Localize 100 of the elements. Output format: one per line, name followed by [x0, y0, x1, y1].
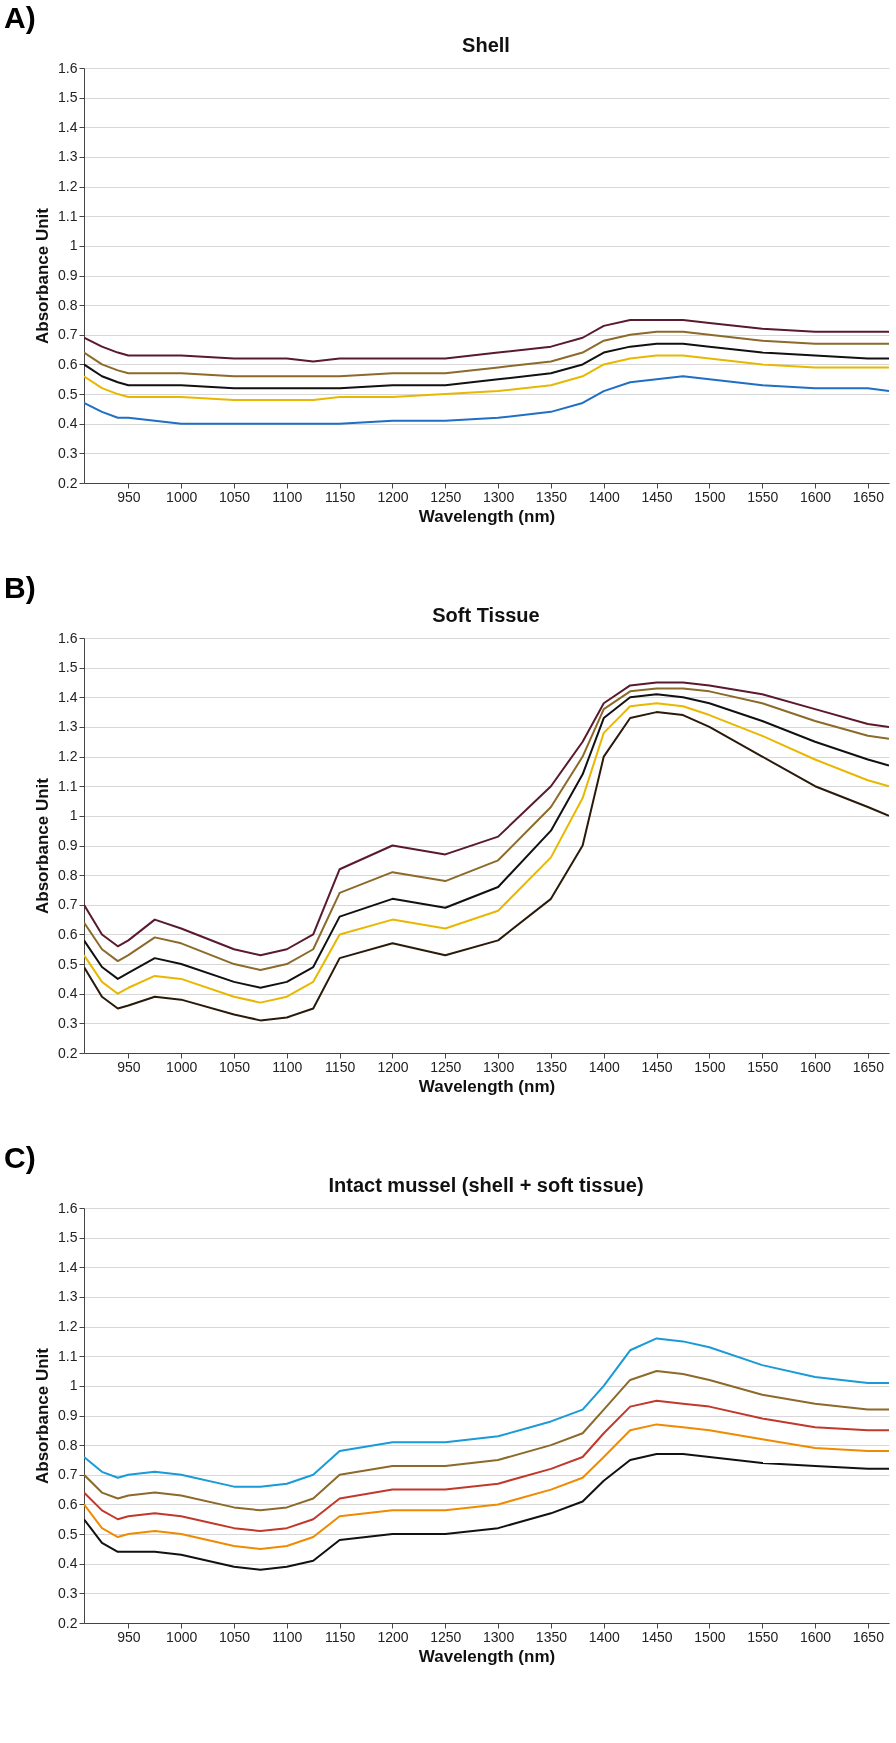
x-tick-label: 1200 [377, 488, 409, 505]
line-series [84, 330, 889, 378]
x-tick-label: 1150 [325, 1628, 356, 1645]
line-series [84, 1337, 889, 1488]
x-tick-label: 1450 [641, 488, 673, 505]
y-tick-label: 0.9 [58, 1407, 78, 1423]
y-axis-title: Absorbance Unit [33, 207, 53, 345]
x-tick-label: 1650 [852, 1628, 885, 1645]
x-tick-label: 1350 [535, 1628, 568, 1645]
chart-title: Shell [462, 34, 510, 56]
y-tick-label: 0.5 [58, 955, 78, 972]
y-tick-label: 1.2 [58, 1318, 78, 1335]
x-tick-label: 1400 [588, 1628, 621, 1645]
y-tick-label: 1.1 [58, 207, 78, 224]
y-tick-label: 1.1 [58, 777, 78, 794]
y-tick-label: 1.2 [58, 178, 78, 195]
y-tick-label: 0.4 [58, 1555, 78, 1572]
y-tick-label: 1.4 [58, 1258, 78, 1275]
x-tick-label: 1550 [747, 488, 779, 505]
y-tick-label: 1 [69, 807, 78, 824]
y-tick-label: 1.6 [58, 629, 78, 646]
x-tick-label: 1250 [430, 488, 462, 505]
y-tick-label: 0.8 [58, 1436, 78, 1453]
y-tick-label: 0.6 [58, 355, 78, 372]
x-tick-label: 1400 [588, 1058, 621, 1075]
x-tick-label: 1600 [799, 488, 832, 505]
y-tick-label: 0.6 [58, 1495, 78, 1512]
x-tick-label: 1150 [325, 488, 356, 505]
x-tick-label: 1150 [325, 1058, 356, 1075]
text: A) [4, 1, 36, 34]
line-series [84, 1370, 889, 1512]
y-tick-label: 0.2 [58, 474, 78, 491]
y-axis-title: Absorbance Unit [33, 1347, 53, 1485]
y-tick-label: 1.5 [58, 1229, 78, 1246]
y-tick-label: 0.7 [58, 1466, 78, 1483]
x-tick-label: 1450 [641, 1628, 673, 1645]
x-axis-title: Wavelength (nm) [418, 1076, 556, 1096]
x-tick-label: 1650 [852, 1058, 885, 1075]
x-axis-title: Wavelength (nm) [418, 1646, 556, 1666]
x-tick-label: 1500 [694, 1628, 726, 1645]
x-tick-label: 1200 [377, 1058, 409, 1075]
y-tick-label: 0.5 [58, 385, 78, 402]
y-axis-title: Absorbance Unit [33, 777, 53, 915]
x-tick-label: 1000 [166, 1058, 198, 1075]
x-tick-label: 1600 [799, 1628, 832, 1645]
x-tick-label: 1400 [588, 488, 621, 505]
y-tick-label: 1.6 [58, 1199, 78, 1216]
y-tick-label: 0.7 [58, 896, 78, 913]
y-tick-label: 0.8 [58, 296, 78, 313]
y-tick-label: 1.4 [58, 118, 78, 135]
line-series [84, 1423, 889, 1550]
x-tick-label: 1550 [747, 1628, 779, 1645]
y-tick-label: 0.4 [58, 985, 78, 1002]
x-tick-label: 950 [117, 1058, 141, 1075]
line-series [84, 1453, 889, 1571]
x-tick-label: 1500 [694, 488, 726, 505]
line-series [84, 342, 889, 390]
line-series [84, 375, 889, 425]
y-tick-label: 0.3 [58, 1014, 78, 1031]
x-tick-label: 1350 [535, 488, 568, 505]
x-tick-label: 1050 [218, 488, 251, 505]
x-tick-label: 1000 [166, 1628, 198, 1645]
x-tick-label: 950 [117, 488, 141, 505]
y-tick-label: 1.5 [58, 659, 78, 676]
x-tick-label: 1200 [377, 1628, 409, 1645]
x-tick-label: 1100 [272, 488, 303, 505]
y-tick-label: 0.5 [58, 1525, 78, 1542]
y-tick-label: 0.2 [58, 1614, 78, 1631]
y-tick-label: 1.4 [58, 688, 78, 705]
x-tick-label: 1000 [166, 488, 198, 505]
y-tick-label: 0.3 [58, 1584, 78, 1601]
y-tick-label: 0.4 [58, 415, 78, 432]
x-tick-label: 1100 [272, 1058, 303, 1075]
y-tick-label: 0.2 [58, 1044, 78, 1061]
text: B) [4, 571, 36, 604]
chart-title: Intact mussel (shell + soft tissue) [328, 1174, 644, 1196]
y-tick-label: 1.3 [58, 148, 78, 165]
x-axis-title: Wavelength (nm) [418, 506, 556, 526]
x-tick-label: 1450 [641, 1058, 673, 1075]
x-tick-label: 1350 [535, 1058, 568, 1075]
x-tick-label: 1300 [483, 1058, 515, 1075]
y-tick-label: 1.5 [58, 89, 78, 106]
y-tick-label: 0.7 [58, 326, 78, 343]
y-tick-label: 1.6 [58, 59, 78, 76]
y-tick-label: 0.9 [58, 267, 78, 283]
x-tick-label: 1300 [483, 1628, 515, 1645]
line-series [84, 1399, 889, 1533]
y-tick-label: 1 [69, 237, 78, 254]
y-tick-label: 0.3 [58, 444, 78, 461]
x-tick-label: 1550 [747, 1058, 779, 1075]
y-tick-label: 0.8 [58, 866, 78, 883]
text: C) [4, 1141, 36, 1174]
x-tick-label: 1250 [430, 1058, 462, 1075]
line-series [84, 354, 889, 401]
y-tick-label: 1.2 [58, 748, 78, 765]
y-tick-label: 0.9 [58, 837, 78, 853]
x-tick-label: 1050 [218, 1628, 251, 1645]
x-tick-label: 1100 [272, 1628, 303, 1645]
y-tick-label: 1.3 [58, 718, 78, 735]
chart-title: Soft Tissue [432, 604, 540, 626]
